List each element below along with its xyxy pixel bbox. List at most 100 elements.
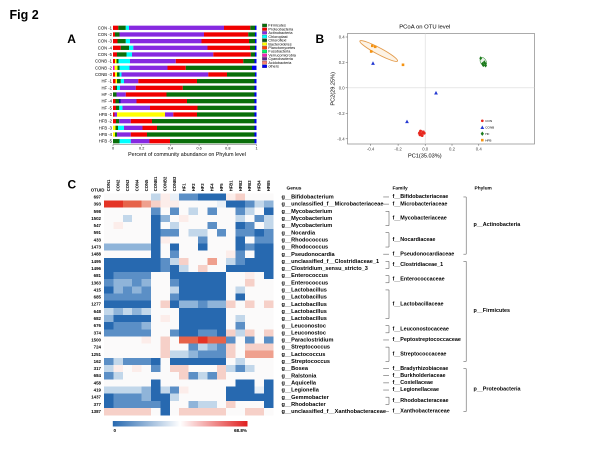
svg-text:1363: 1363 bbox=[91, 280, 101, 285]
svg-text:CON -1: CON -1 bbox=[98, 25, 113, 30]
svg-text:Percent of community abundance: Percent of community abundance on Phylum… bbox=[128, 152, 246, 158]
svg-text:Fig 2: Fig 2 bbox=[10, 8, 39, 22]
svg-text:g__Lactobacillus: g__Lactobacillus bbox=[282, 295, 327, 301]
svg-text:f__Clostridiaceae_1: f__Clostridiaceae_1 bbox=[393, 262, 444, 268]
svg-text:1387: 1387 bbox=[91, 409, 101, 414]
svg-text:1473: 1473 bbox=[91, 245, 101, 250]
svg-text:B: B bbox=[316, 32, 325, 46]
svg-text:PC2(29.25%): PC2(29.25%) bbox=[331, 72, 337, 106]
svg-text:CONB2: CONB2 bbox=[163, 176, 168, 191]
svg-text:433: 433 bbox=[94, 237, 102, 242]
svg-text:Chloroplast: Chloroplast bbox=[268, 35, 288, 39]
svg-text:1495: 1495 bbox=[91, 259, 101, 264]
svg-text:Fusobacteria: Fusobacteria bbox=[268, 50, 291, 54]
svg-text:CON2: CON2 bbox=[116, 179, 121, 191]
svg-text:458: 458 bbox=[94, 380, 102, 385]
svg-text:Bacteroidetes: Bacteroidetes bbox=[268, 42, 291, 46]
svg-text:0.2: 0.2 bbox=[449, 146, 456, 151]
svg-text:HF: HF bbox=[485, 132, 489, 136]
svg-text:591: 591 bbox=[94, 230, 102, 235]
svg-text:0.2: 0.2 bbox=[339, 60, 346, 65]
svg-text:-0.4: -0.4 bbox=[367, 146, 375, 151]
svg-text:-0.4: -0.4 bbox=[337, 136, 345, 141]
svg-text:HFB -3: HFB -3 bbox=[99, 125, 113, 130]
svg-text:g__Ralstonia: g__Ralstonia bbox=[282, 373, 318, 379]
svg-text:g__Bosea: g__Bosea bbox=[282, 366, 309, 372]
svg-text:CON -4: CON -4 bbox=[98, 45, 113, 50]
svg-text:HFB2: HFB2 bbox=[238, 180, 243, 192]
svg-text:C: C bbox=[68, 178, 77, 192]
svg-text:Acidobacteria: Acidobacteria bbox=[268, 61, 292, 65]
svg-text:CONB3: CONB3 bbox=[172, 176, 177, 191]
svg-text:0.4: 0.4 bbox=[339, 35, 346, 40]
svg-text:697: 697 bbox=[94, 194, 102, 199]
svg-text:Planctomycetes: Planctomycetes bbox=[268, 46, 295, 50]
svg-text:p__Firmicutes: p__Firmicutes bbox=[474, 308, 511, 314]
svg-text:g__unclassified_f__Microbacter: g__unclassified_f__Microbacteriaceae bbox=[282, 202, 384, 208]
svg-text:f__Streptococcaceae: f__Streptococcaceae bbox=[393, 351, 447, 357]
svg-text:g__Leuconostoc: g__Leuconostoc bbox=[282, 330, 326, 336]
svg-text:415: 415 bbox=[94, 287, 102, 292]
svg-text:CONB -3: CONB -3 bbox=[95, 72, 113, 77]
svg-text:HF -5: HF -5 bbox=[102, 105, 113, 110]
svg-text:377: 377 bbox=[94, 402, 102, 407]
svg-text:Family: Family bbox=[393, 185, 409, 191]
svg-text:f__Lactobacillaceae: f__Lactobacillaceae bbox=[393, 301, 444, 307]
svg-text:g__Nocardia: g__Nocardia bbox=[282, 230, 316, 236]
svg-text:682: 682 bbox=[94, 316, 102, 321]
svg-text:g__Gemmobacter: g__Gemmobacter bbox=[282, 395, 330, 401]
svg-text:f__Peptostreptococcaceae: f__Peptostreptococcaceae bbox=[393, 337, 461, 343]
svg-text:547: 547 bbox=[94, 223, 102, 228]
svg-text:g__Streptococcus: g__Streptococcus bbox=[282, 359, 331, 365]
svg-text:-0.2: -0.2 bbox=[394, 146, 402, 151]
svg-text:g__Mycobacterium: g__Mycobacterium bbox=[282, 209, 333, 215]
svg-text:g__Aquicella: g__Aquicella bbox=[282, 380, 317, 386]
svg-text:g__Leuconostoc: g__Leuconostoc bbox=[282, 323, 326, 329]
svg-text:CON -3: CON -3 bbox=[98, 39, 113, 44]
svg-text:1502: 1502 bbox=[91, 216, 101, 221]
svg-text:HFB -4: HFB -4 bbox=[99, 132, 113, 137]
svg-text:Verrucomicrobia: Verrucomicrobia bbox=[268, 53, 296, 57]
svg-text:CON -2: CON -2 bbox=[98, 32, 113, 37]
svg-text:1437: 1437 bbox=[91, 395, 101, 400]
svg-text:HF -4: HF -4 bbox=[102, 99, 113, 104]
svg-text:CON -5: CON -5 bbox=[98, 52, 113, 57]
svg-text:HF2: HF2 bbox=[191, 183, 196, 192]
svg-text:648: 648 bbox=[94, 309, 102, 314]
svg-text:f__Bradyrhizobiaceae: f__Bradyrhizobiaceae bbox=[393, 366, 449, 372]
svg-text:f__Xanthobacteraceae: f__Xanthobacteraceae bbox=[393, 409, 450, 415]
svg-text:0.6: 0.6 bbox=[196, 147, 201, 151]
svg-text:g__Lactobacillus: g__Lactobacillus bbox=[282, 316, 327, 322]
svg-text:g__Rhodobacter: g__Rhodobacter bbox=[282, 402, 327, 408]
svg-text:p__Proteobacteria: p__Proteobacteria bbox=[474, 387, 522, 393]
svg-text:Proteobacteria: Proteobacteria bbox=[268, 27, 294, 31]
svg-text:CON4: CON4 bbox=[134, 179, 139, 191]
svg-text:681: 681 bbox=[94, 273, 102, 278]
svg-text:0.4: 0.4 bbox=[476, 146, 483, 151]
svg-text:0.8: 0.8 bbox=[225, 147, 230, 151]
svg-text:HFB4: HFB4 bbox=[257, 180, 262, 192]
svg-text:684: 684 bbox=[94, 373, 102, 378]
svg-text:HF1: HF1 bbox=[181, 183, 186, 192]
svg-text:HFB3: HFB3 bbox=[247, 180, 252, 192]
svg-text:CONB1: CONB1 bbox=[153, 176, 158, 191]
svg-text:g__Mycobacterium: g__Mycobacterium bbox=[282, 223, 333, 229]
svg-text:f__Leuconostocaceae: f__Leuconostocaceae bbox=[393, 326, 449, 332]
svg-text:f__Microbacteriaceae: f__Microbacteriaceae bbox=[393, 201, 448, 207]
svg-text:f__Mycobacteriaceae: f__Mycobacteriaceae bbox=[393, 216, 447, 222]
svg-text:CON1: CON1 bbox=[106, 179, 111, 191]
svg-text:0: 0 bbox=[112, 147, 114, 151]
svg-text:HF -1: HF -1 bbox=[102, 79, 113, 84]
svg-text:g__Lactococcus: g__Lactococcus bbox=[282, 352, 326, 358]
svg-text:g__unclassified_f__Xanthobacte: g__unclassified_f__Xanthobacteraceae bbox=[282, 409, 386, 415]
svg-text:others: others bbox=[268, 65, 279, 69]
svg-text:Firmicutes: Firmicutes bbox=[268, 24, 286, 28]
svg-text:HFB1: HFB1 bbox=[228, 180, 233, 192]
svg-text:f__Rhodobacteraceae: f__Rhodobacteraceae bbox=[393, 398, 449, 404]
svg-text:-0.2: -0.2 bbox=[337, 111, 345, 116]
svg-text:HF -2: HF -2 bbox=[102, 85, 113, 90]
svg-text:g__Lactobacillus: g__Lactobacillus bbox=[282, 309, 327, 315]
svg-text:0: 0 bbox=[114, 428, 117, 433]
svg-text:g__Lactobacillus: g__Lactobacillus bbox=[282, 288, 327, 294]
svg-text:f__Enterococcaceae: f__Enterococcaceae bbox=[393, 276, 445, 282]
